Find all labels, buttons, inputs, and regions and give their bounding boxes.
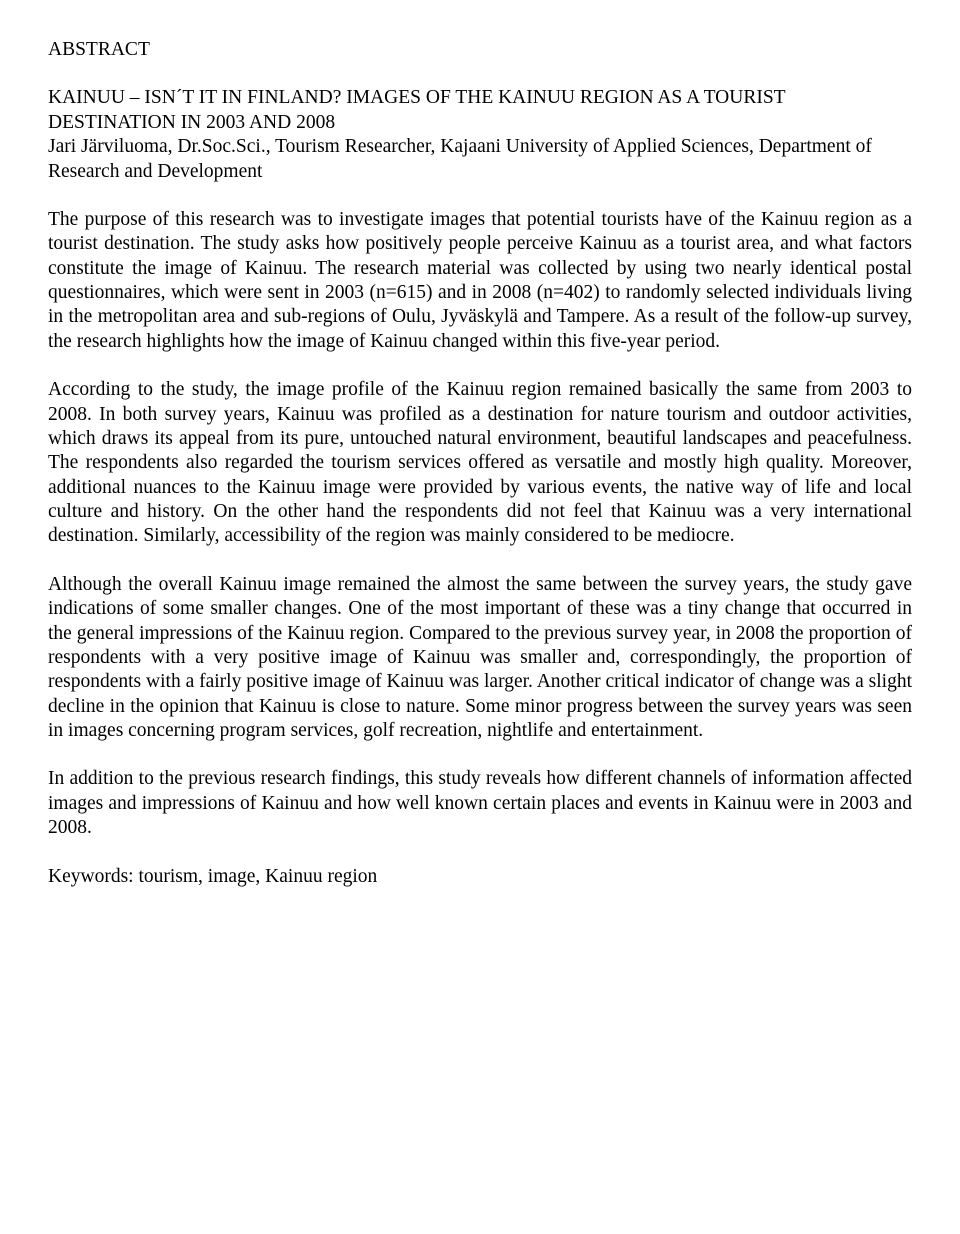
keywords-line: Keywords: tourism, image, Kainuu region xyxy=(48,865,912,889)
abstract-paragraph-3: Although the overall Kainuu image remain… xyxy=(48,573,912,744)
abstract-paragraph-4: In addition to the previous research fin… xyxy=(48,767,912,840)
abstract-paragraph-2: According to the study, the image profil… xyxy=(48,378,912,549)
title-author-block: KAINUU – ISN´T IT IN FINLAND? IMAGES OF … xyxy=(48,86,912,184)
author-affiliation: Jari Järviluoma, Dr.Soc.Sci., Tourism Re… xyxy=(48,136,872,181)
abstract-heading: ABSTRACT xyxy=(48,38,912,62)
abstract-paragraph-1: The purpose of this research was to inve… xyxy=(48,208,912,354)
document-title: KAINUU – ISN´T IT IN FINLAND? IMAGES OF … xyxy=(48,87,785,132)
